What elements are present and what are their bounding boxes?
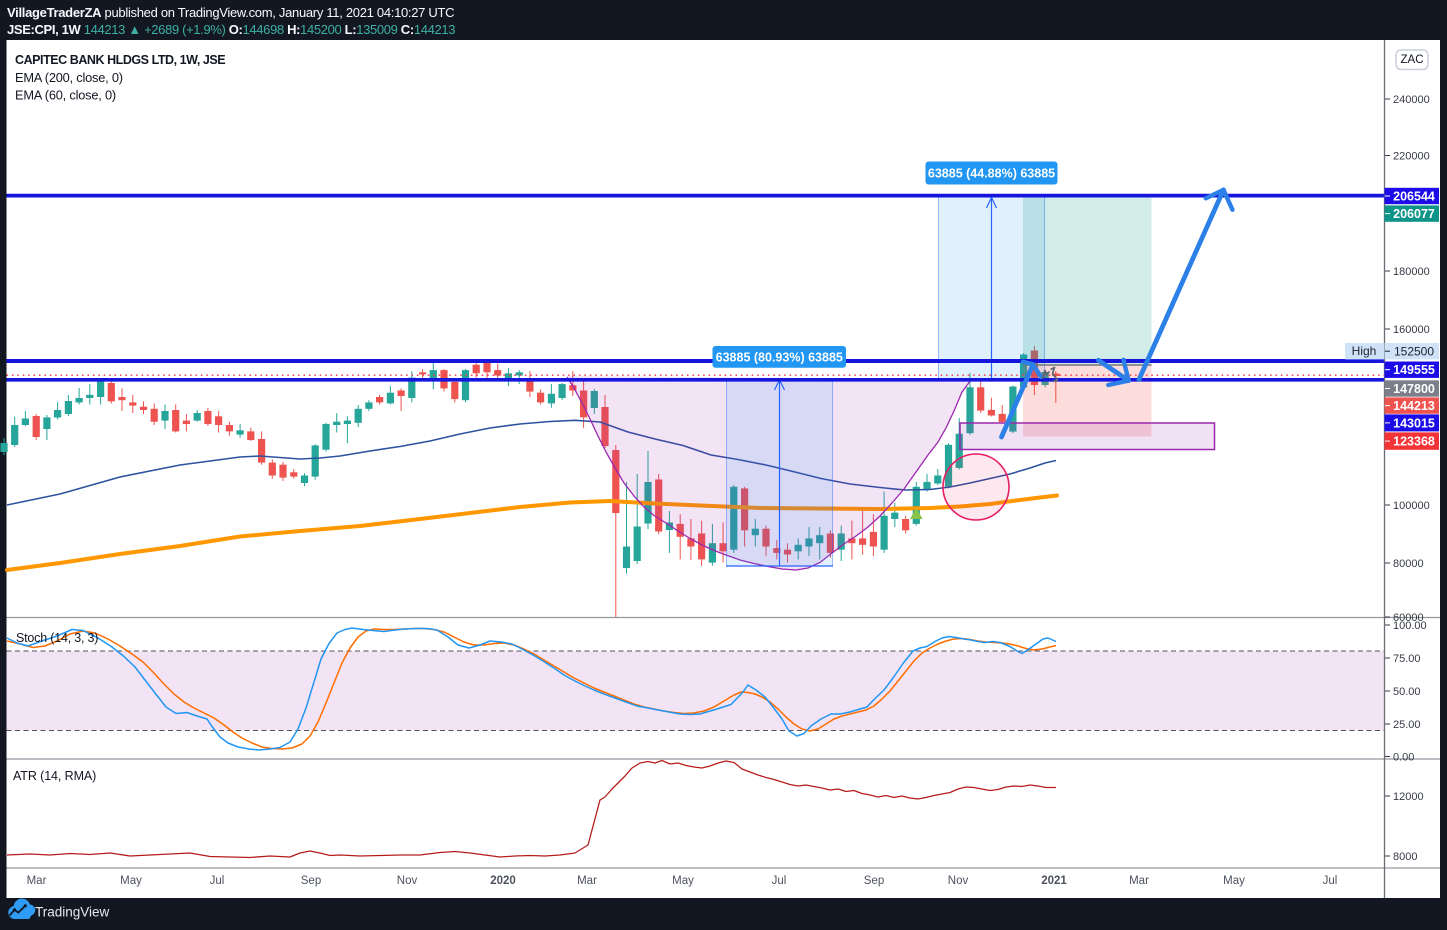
svg-text:Stoch (14, 3, 3): Stoch (14, 3, 3) [16, 631, 98, 645]
svg-text:Mar: Mar [577, 875, 597, 887]
svg-text:147800: 147800 [1393, 382, 1435, 396]
svg-text:Nov: Nov [948, 875, 969, 887]
svg-text:152500: 152500 [1394, 345, 1434, 359]
svg-text:60000: 60000 [1393, 612, 1424, 624]
svg-text:Jul: Jul [772, 875, 787, 887]
svg-text:149555: 149555 [1393, 363, 1435, 377]
svg-text:220000: 220000 [1393, 151, 1430, 163]
svg-text:206077: 206077 [1393, 207, 1435, 221]
svg-text:63885 (44.88%) 63885: 63885 (44.88%) 63885 [928, 167, 1055, 181]
svg-text:Mar: Mar [27, 875, 47, 887]
svg-text:180000: 180000 [1393, 266, 1430, 278]
svg-text:Mar: Mar [1129, 875, 1149, 887]
svg-text:May: May [120, 875, 142, 887]
svg-text:50.00: 50.00 [1393, 686, 1421, 698]
svg-text:100.00: 100.00 [1393, 620, 1427, 632]
svg-text:2020: 2020 [490, 875, 516, 887]
svg-text:144213: 144213 [1393, 399, 1435, 413]
svg-text:Jul: Jul [210, 875, 225, 887]
svg-text:63885 (80.93%) 63885: 63885 (80.93%) 63885 [716, 350, 843, 364]
svg-text:100000: 100000 [1393, 500, 1430, 512]
svg-text:ATR (14, RMA): ATR (14, RMA) [13, 769, 96, 783]
svg-text:Jul: Jul [1323, 875, 1338, 887]
svg-text:206544: 206544 [1393, 190, 1435, 204]
svg-text:JSE:CPI, 1W 144213 ▲ +2689 (+: JSE:CPI, 1W 144213 ▲ +2689 (+1.9%) O:144… [7, 22, 455, 37]
svg-text:2021: 2021 [1041, 875, 1067, 887]
svg-text:25.00: 25.00 [1393, 719, 1421, 731]
svg-text:ZAC: ZAC [1401, 54, 1424, 66]
svg-text:High: High [1352, 344, 1377, 358]
svg-text:240000: 240000 [1393, 94, 1430, 106]
svg-text:0.00: 0.00 [1393, 752, 1414, 764]
svg-text:CAPITEC BANK HLDGS LTD, 1W, JS: CAPITEC BANK HLDGS LTD, 1W, JSE [15, 53, 225, 67]
svg-text:160000: 160000 [1393, 324, 1430, 336]
svg-text:Sep: Sep [864, 875, 884, 887]
svg-text:May: May [1223, 875, 1245, 887]
svg-text:EMA (200, close, 0): EMA (200, close, 0) [15, 70, 123, 85]
svg-text:May: May [672, 875, 694, 887]
svg-text:8000: 8000 [1393, 851, 1417, 863]
svg-text:TradingView: TradingView [35, 905, 110, 920]
svg-text:75.00: 75.00 [1393, 653, 1421, 665]
svg-text:12000: 12000 [1393, 791, 1424, 803]
svg-text:VillageTraderZA published on T: VillageTraderZA published on TradingView… [7, 5, 454, 20]
svg-text:Sep: Sep [301, 875, 321, 887]
svg-text:EMA (60, close, 0): EMA (60, close, 0) [15, 88, 116, 103]
svg-text:80000: 80000 [1393, 558, 1424, 570]
svg-text:123368: 123368 [1393, 435, 1435, 449]
svg-text:Nov: Nov [397, 875, 418, 887]
svg-text:143015: 143015 [1393, 416, 1435, 430]
